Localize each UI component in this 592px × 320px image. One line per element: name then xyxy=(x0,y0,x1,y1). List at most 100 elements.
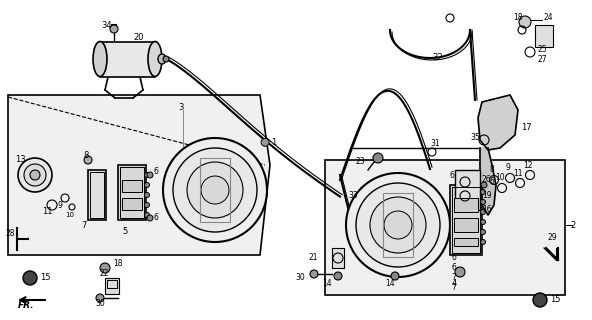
Bar xyxy=(454,238,478,246)
Bar xyxy=(454,198,478,212)
Circle shape xyxy=(384,211,412,239)
Bar xyxy=(100,42,155,77)
Circle shape xyxy=(373,153,383,163)
Bar xyxy=(454,218,478,232)
Text: 4: 4 xyxy=(451,278,456,287)
Circle shape xyxy=(163,138,267,242)
Text: 14: 14 xyxy=(385,278,395,287)
Circle shape xyxy=(96,294,104,302)
Text: 13: 13 xyxy=(15,156,25,164)
Text: 9: 9 xyxy=(58,201,63,210)
Circle shape xyxy=(144,212,150,218)
Text: 22: 22 xyxy=(100,269,110,278)
Circle shape xyxy=(533,293,547,307)
Text: 18: 18 xyxy=(113,259,123,268)
Polygon shape xyxy=(8,95,270,255)
Text: 30: 30 xyxy=(295,274,305,283)
Text: 16: 16 xyxy=(482,205,491,214)
Text: 7: 7 xyxy=(81,220,86,229)
Text: 35: 35 xyxy=(470,133,480,142)
Circle shape xyxy=(310,270,318,278)
Bar xyxy=(450,185,482,255)
Text: 5: 5 xyxy=(122,228,127,236)
Polygon shape xyxy=(480,148,496,215)
Bar xyxy=(122,198,142,210)
Text: 11: 11 xyxy=(513,169,523,178)
Circle shape xyxy=(391,272,399,280)
Circle shape xyxy=(481,239,485,244)
Circle shape xyxy=(144,203,150,207)
Text: 28: 28 xyxy=(6,228,15,237)
Text: 33: 33 xyxy=(348,190,358,199)
Circle shape xyxy=(23,271,37,285)
Circle shape xyxy=(356,183,440,267)
Text: 10: 10 xyxy=(495,173,505,182)
Circle shape xyxy=(481,199,485,204)
Circle shape xyxy=(24,164,46,186)
Circle shape xyxy=(201,176,229,204)
Circle shape xyxy=(481,182,487,188)
Text: FR.: FR. xyxy=(18,301,34,310)
Circle shape xyxy=(110,25,118,33)
Circle shape xyxy=(84,156,92,164)
Circle shape xyxy=(187,162,243,218)
Text: 1: 1 xyxy=(271,138,276,147)
Text: 14: 14 xyxy=(323,279,332,289)
Bar xyxy=(535,25,553,47)
Bar xyxy=(455,170,480,210)
Text: 12: 12 xyxy=(523,161,533,170)
Text: 6: 6 xyxy=(153,167,158,177)
Circle shape xyxy=(481,210,485,214)
Text: 2: 2 xyxy=(570,220,575,229)
Text: 23: 23 xyxy=(355,157,365,166)
Circle shape xyxy=(481,220,485,225)
Text: 18: 18 xyxy=(513,13,523,22)
Circle shape xyxy=(147,215,153,221)
Bar xyxy=(105,278,119,294)
Ellipse shape xyxy=(93,42,107,76)
Text: 6: 6 xyxy=(489,178,494,187)
Ellipse shape xyxy=(148,42,162,76)
Circle shape xyxy=(481,229,485,235)
Text: 26: 26 xyxy=(482,175,491,185)
Text: 9: 9 xyxy=(506,164,510,172)
Bar xyxy=(88,170,106,220)
Circle shape xyxy=(147,172,153,178)
Text: 15: 15 xyxy=(550,295,561,305)
Text: 31: 31 xyxy=(430,139,440,148)
Text: 3: 3 xyxy=(178,103,184,113)
Bar xyxy=(383,193,413,257)
Text: 8: 8 xyxy=(490,165,494,174)
Polygon shape xyxy=(325,160,565,295)
Text: 21: 21 xyxy=(308,253,318,262)
Ellipse shape xyxy=(158,54,166,64)
Text: 19: 19 xyxy=(482,190,491,199)
Text: 6: 6 xyxy=(449,171,454,180)
Circle shape xyxy=(370,197,426,253)
Text: 20: 20 xyxy=(133,34,143,43)
Circle shape xyxy=(334,272,342,280)
Circle shape xyxy=(144,182,150,188)
Circle shape xyxy=(144,172,150,178)
Circle shape xyxy=(481,189,485,195)
Text: 30: 30 xyxy=(95,299,105,308)
Text: 27: 27 xyxy=(538,55,548,65)
Circle shape xyxy=(100,263,110,273)
Bar xyxy=(122,180,142,192)
Text: 24: 24 xyxy=(544,13,554,22)
Text: 7: 7 xyxy=(451,284,456,292)
Bar xyxy=(118,165,146,220)
Bar xyxy=(107,280,117,288)
Text: 8: 8 xyxy=(83,150,88,159)
Circle shape xyxy=(519,16,531,28)
Text: 6: 6 xyxy=(451,263,456,273)
Text: 7: 7 xyxy=(451,274,456,283)
Polygon shape xyxy=(478,95,518,150)
Bar xyxy=(452,187,480,253)
Circle shape xyxy=(163,56,169,62)
Text: 6: 6 xyxy=(451,253,456,262)
Text: 6: 6 xyxy=(153,213,158,222)
Circle shape xyxy=(261,138,269,146)
Text: 32: 32 xyxy=(432,53,443,62)
Circle shape xyxy=(144,193,150,197)
